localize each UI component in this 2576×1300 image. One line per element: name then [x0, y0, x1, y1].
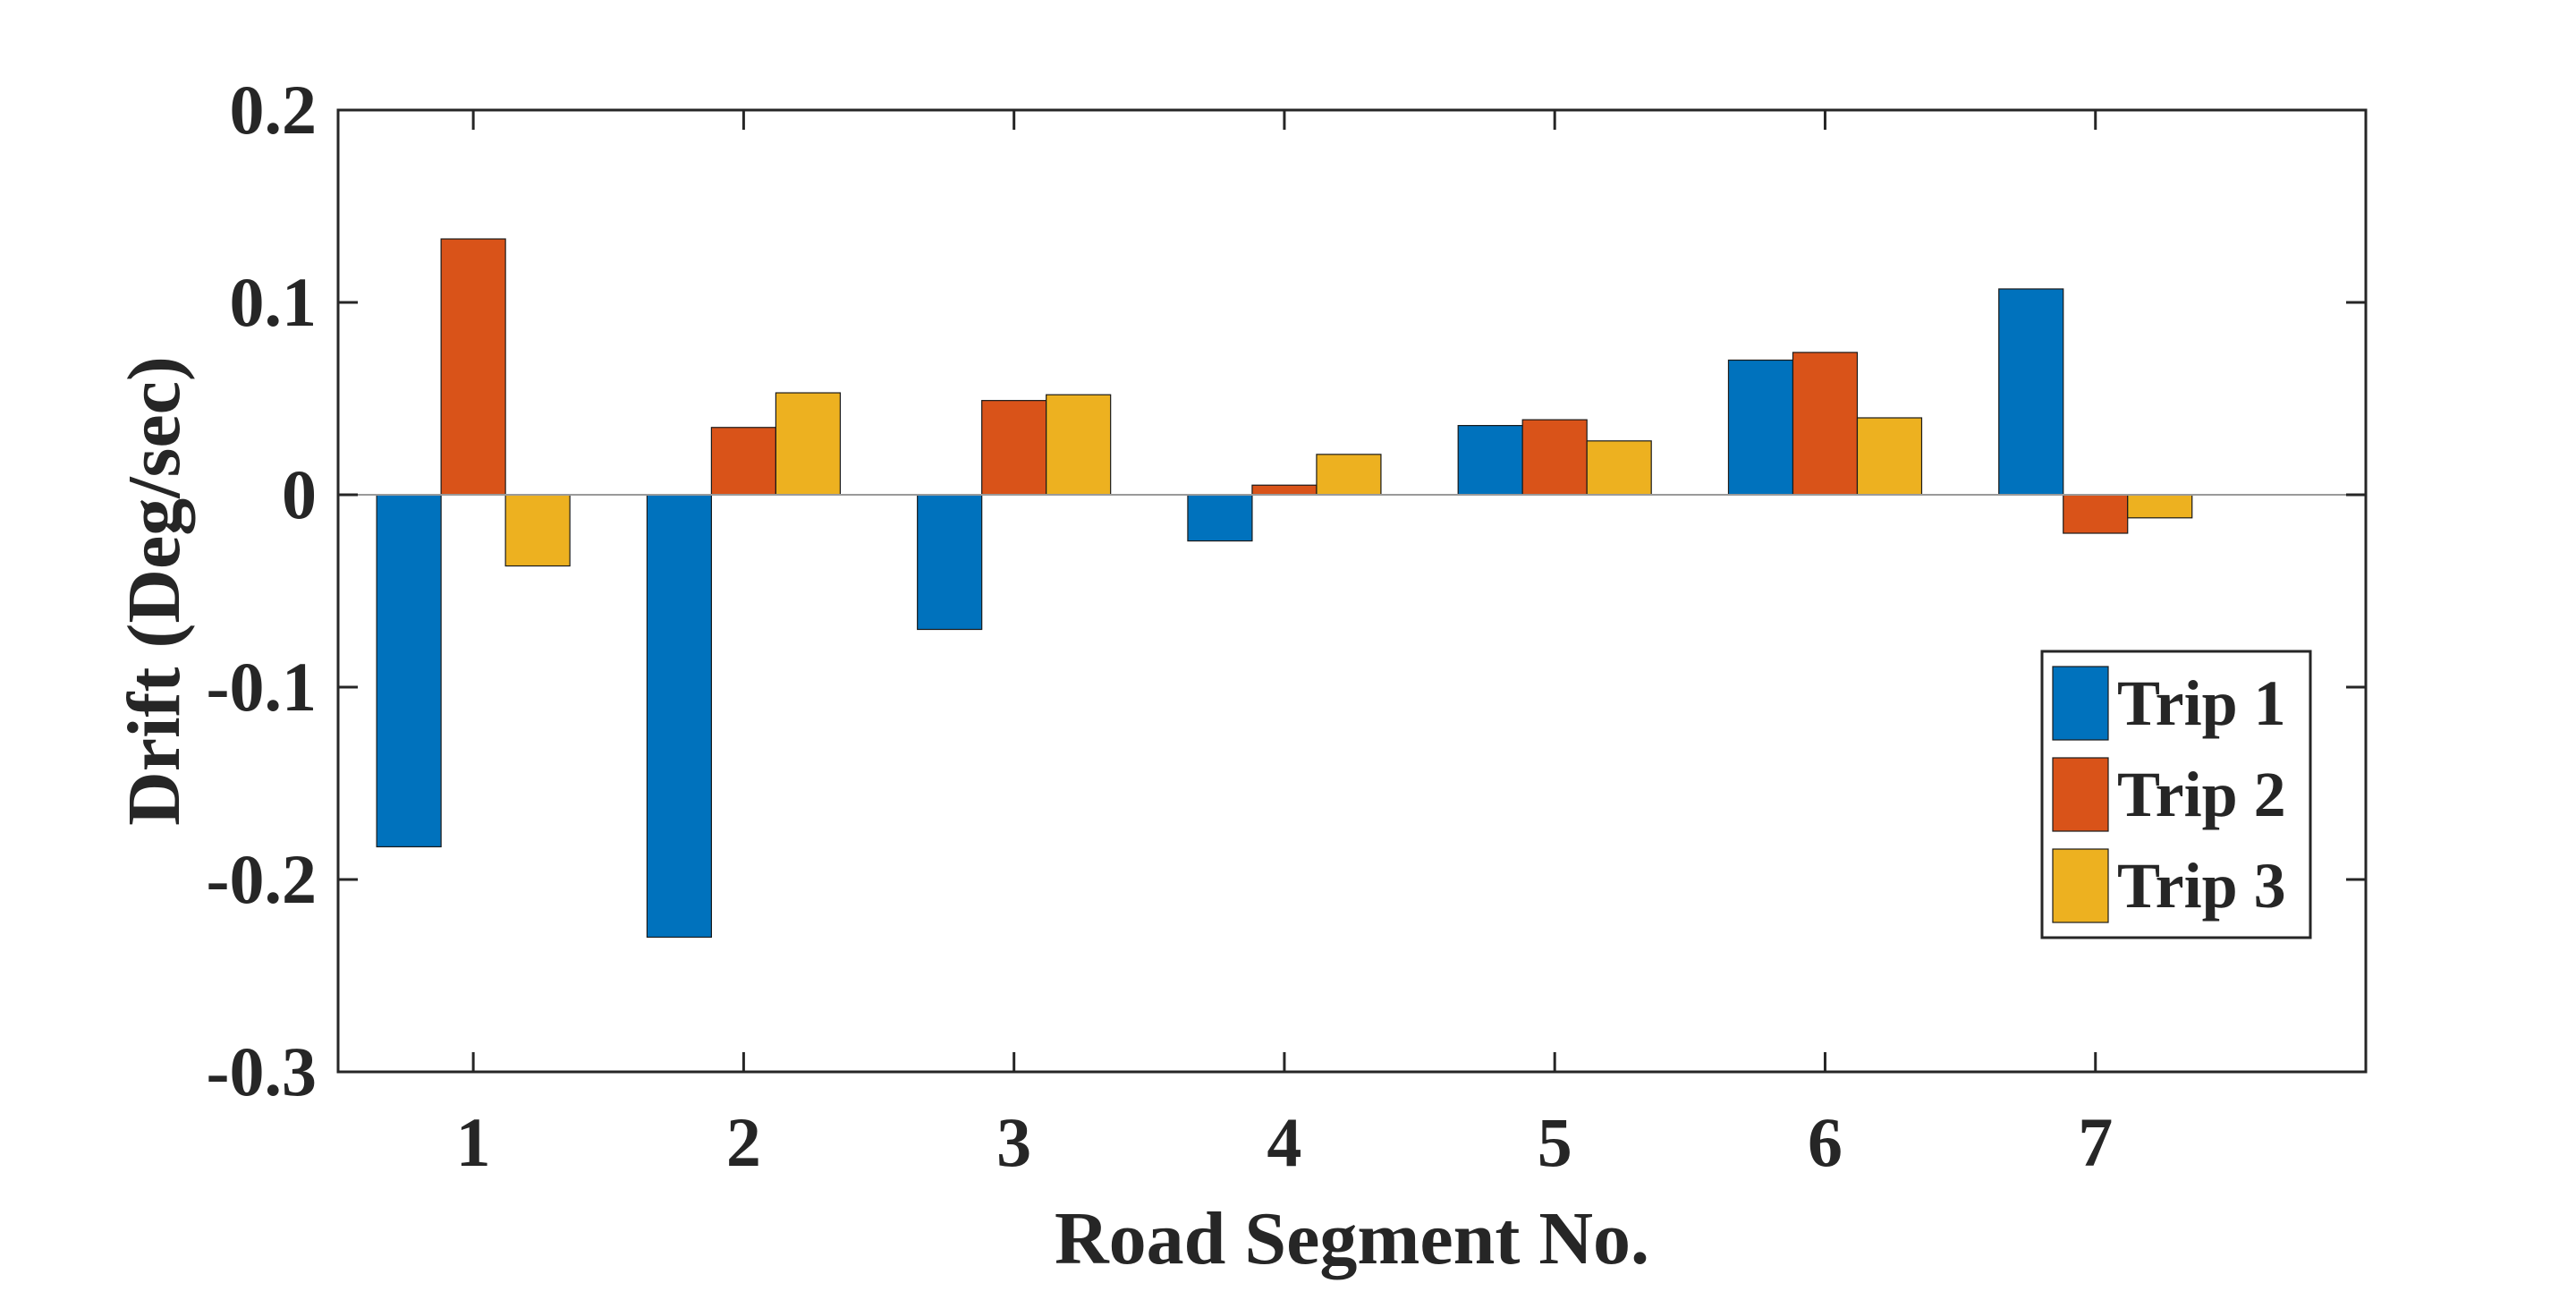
- bar-trip-3-segment-6: [1856, 417, 1923, 496]
- legend-swatch: [2052, 848, 2109, 923]
- x-tick-label: 2: [726, 1103, 761, 1181]
- bar-trip-2-segment-3: [981, 400, 1047, 496]
- bar-trip-1-segment-4: [1187, 494, 1253, 542]
- x-tick-label: 6: [1808, 1103, 1843, 1181]
- y-tick-label: 0.2: [230, 71, 318, 149]
- legend-label: Trip 1: [2117, 667, 2286, 739]
- axes-layer: [336, 108, 2368, 1074]
- legend-label: Trip 3: [2117, 850, 2286, 922]
- legend-label: Trip 2: [2117, 759, 2286, 830]
- bar-trip-3-segment-4: [1316, 454, 1382, 496]
- x-tick-label: 1: [456, 1103, 491, 1181]
- y-tick-label: -0.1: [207, 648, 317, 726]
- bar-trip-1-segment-7: [1998, 288, 2064, 496]
- y-tick-label: -0.3: [207, 1032, 317, 1110]
- y-tick-label: -0.2: [207, 840, 317, 918]
- plot-area-border: [336, 108, 2368, 1074]
- bar-trip-3-segment-1: [504, 494, 571, 567]
- bar-trip-2-segment-5: [1521, 419, 1588, 496]
- bar-trip-3-segment-5: [1586, 440, 1652, 496]
- bar-trip-1-segment-3: [917, 494, 983, 631]
- y-tick-label: 0.1: [230, 263, 318, 341]
- bar-trip-3-segment-2: [775, 392, 842, 496]
- x-tick-label: 3: [996, 1103, 1031, 1181]
- bar-trip-1-segment-2: [646, 494, 713, 939]
- legend: Trip 1 Trip 2 Trip 3: [2040, 650, 2312, 939]
- y-tick-label: 0: [282, 455, 317, 533]
- bar-trip-2-segment-1: [440, 238, 506, 496]
- bars-layer: [376, 238, 2193, 939]
- x-tick-label: 7: [2078, 1103, 2113, 1181]
- x-tick-label: 5: [1538, 1103, 1572, 1181]
- bar-trip-3-segment-3: [1046, 394, 1112, 496]
- tick-labels: 0.2 0.1 0 -0.1 -0.2 -0.3 1 2 3 4 5 6 7: [207, 71, 2114, 1181]
- bar-trip-1-segment-6: [1727, 359, 1794, 496]
- y-axis-label: Drift (Deg/sec): [113, 356, 196, 826]
- bar-trip-1-segment-1: [376, 494, 442, 848]
- bar-trip-2-segment-4: [1251, 484, 1318, 496]
- bar-trip-1-segment-5: [1457, 425, 1523, 496]
- bar-trip-2-segment-7: [2063, 494, 2129, 534]
- legend-swatch: [2052, 757, 2109, 832]
- bar-trip-3-segment-7: [2127, 494, 2193, 519]
- legend-swatch: [2052, 666, 2109, 741]
- bar-trip-2-segment-2: [710, 427, 777, 496]
- x-axis-label: Road Segment No.: [1055, 1197, 1649, 1280]
- x-tick-label: 4: [1267, 1103, 1301, 1181]
- bar-trip-2-segment-6: [1792, 352, 1859, 496]
